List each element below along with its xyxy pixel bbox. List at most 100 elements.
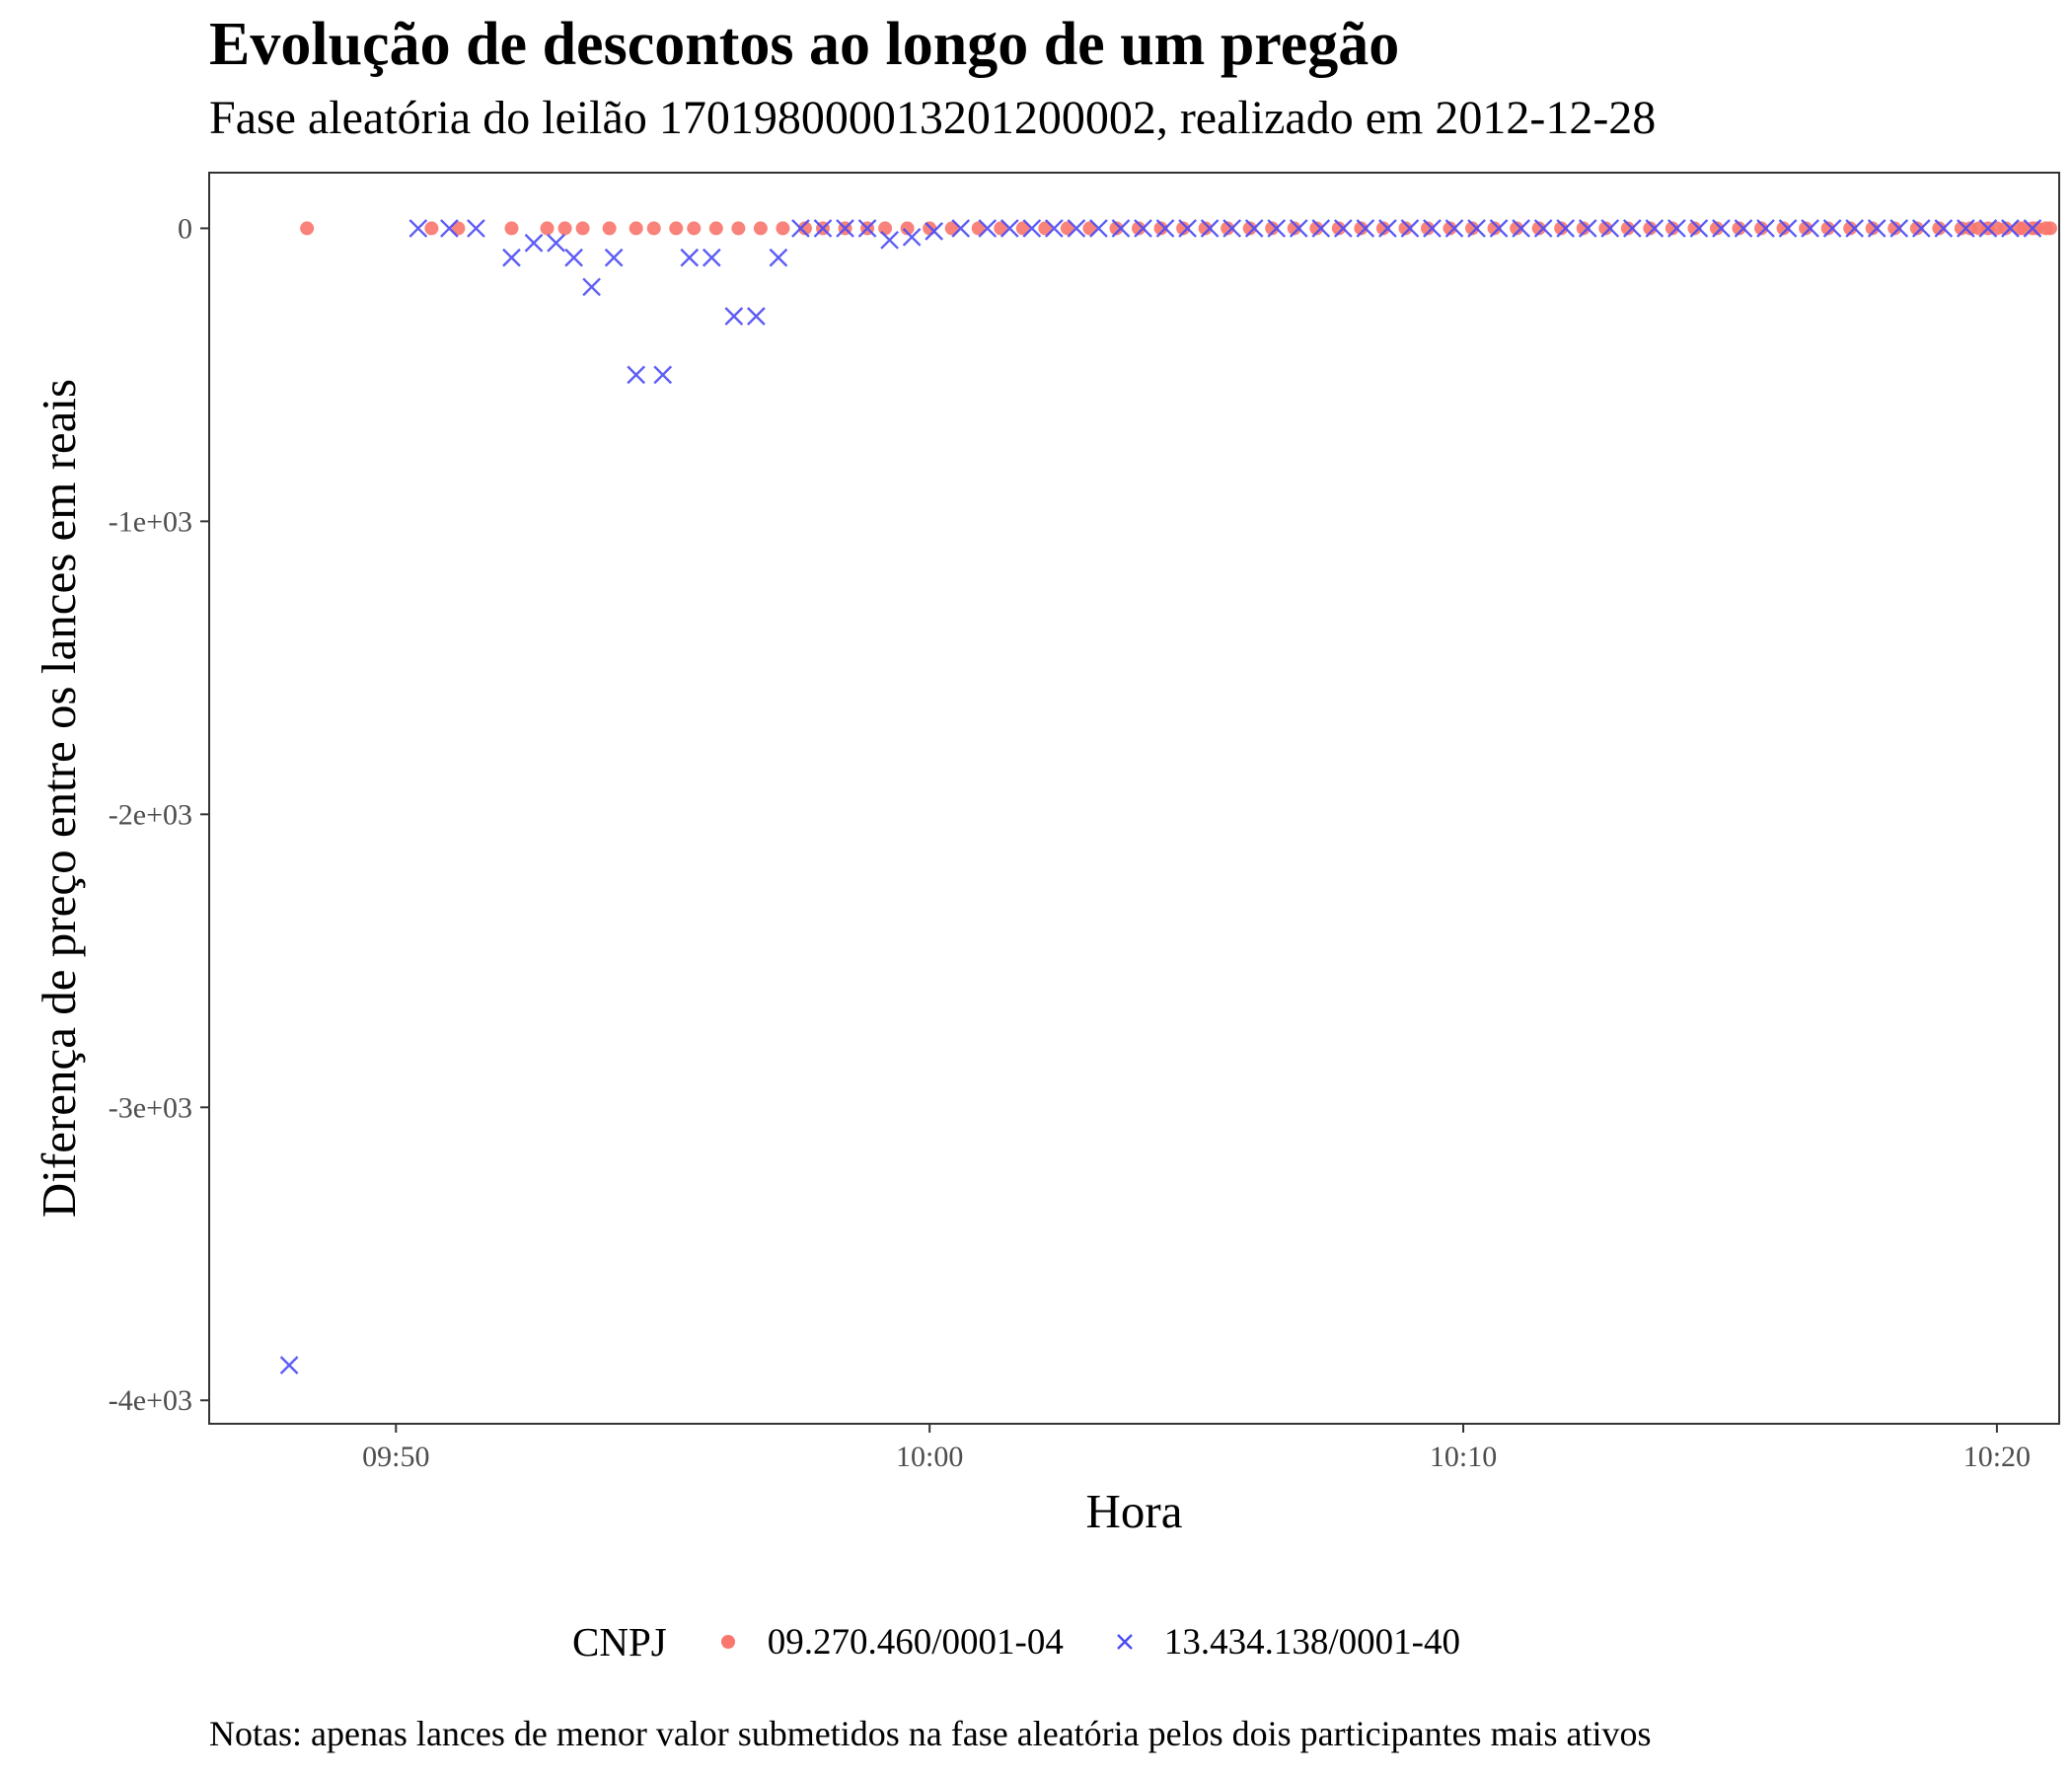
point-series-2	[813, 219, 833, 238]
point-series-2	[1845, 219, 1865, 238]
point-series-2	[769, 248, 788, 267]
point-series-1	[1465, 221, 1480, 236]
point-series-1	[1082, 221, 1097, 236]
point-series-1	[2042, 221, 2057, 236]
y-tick-label: -4e+03	[109, 1384, 192, 1417]
point-series-2	[1556, 219, 1576, 238]
point-series-2	[1067, 219, 1086, 238]
x-axis-title: Hora	[1086, 1484, 1183, 1538]
point-series-1	[1887, 221, 1902, 236]
circle-marker-icon	[720, 1635, 735, 1649]
point-series-2	[502, 248, 521, 267]
point-series-1	[1843, 221, 1858, 236]
y-tick-label: -2e+03	[109, 798, 192, 831]
point-series-2	[880, 230, 899, 250]
point-series-1	[1487, 221, 1502, 236]
point-series-2	[1489, 219, 1509, 238]
point-series-2	[1734, 219, 1753, 238]
point-series-2	[1622, 219, 1642, 238]
point-series-1	[1776, 221, 1791, 236]
point-series-1	[646, 221, 661, 236]
point-series-1	[300, 221, 315, 236]
point-series-2	[2023, 219, 2042, 238]
point-series-1	[1443, 221, 1457, 236]
point-series-1	[753, 221, 768, 236]
point-series-1	[1109, 221, 1124, 236]
y-tick-label: 0	[178, 212, 192, 245]
point-series-1	[1643, 221, 1658, 236]
point-series-2	[1267, 219, 1287, 238]
point-series-1	[451, 221, 466, 236]
point-series-1	[1510, 221, 1524, 236]
point-series-2	[653, 365, 673, 385]
point-series-1	[1576, 221, 1591, 236]
point-series-1	[1153, 221, 1168, 236]
point-series-1	[1799, 221, 1813, 236]
point-series-1	[2016, 221, 2031, 236]
point-series-2	[1689, 219, 1709, 238]
legend-item-series-1: 09.270.460/0001-04	[706, 1620, 1064, 1664]
point-series-2	[836, 219, 854, 238]
point-series-1	[731, 221, 746, 236]
point-series-2	[1533, 219, 1553, 238]
point-series-2	[1957, 219, 1975, 238]
y-tick-label: -1e+03	[109, 505, 192, 538]
point-series-1	[1820, 221, 1835, 236]
point-series-1	[1620, 221, 1635, 236]
point-series-2	[857, 219, 877, 238]
point-series-1	[1554, 221, 1569, 236]
point-series-2	[1178, 219, 1197, 238]
point-series-1	[1265, 221, 1280, 236]
point-series-1	[1598, 221, 1613, 236]
point-series-1	[602, 221, 617, 236]
point-series-2	[547, 233, 565, 253]
point-series-2	[1155, 219, 1175, 238]
point-series-1	[1420, 221, 1435, 236]
point-series-2	[1756, 219, 1775, 238]
axes: 0 -1e+03 -2e+03 -3e+03 -4e+03 09:50 10:00 10:10…	[109, 172, 2060, 1473]
point-series-2	[1867, 219, 1887, 238]
point-series-1	[1998, 221, 2013, 236]
point-series-2	[1200, 219, 1220, 238]
point-series-1	[1398, 221, 1413, 236]
point-series-1	[994, 221, 1008, 236]
point-series-1	[1309, 221, 1324, 236]
point-series-1	[708, 221, 723, 236]
plot-panel-border	[208, 172, 2060, 1425]
point-series-1	[1015, 221, 1030, 236]
point-series-2	[1423, 219, 1442, 238]
x-tick-label: 10:00	[896, 1441, 963, 1473]
legend: CNPJ 09.270.460/0001-04 13.434.138/0001-…	[0, 1618, 2072, 1665]
point-series-2	[951, 219, 971, 238]
point-series-2	[604, 248, 624, 267]
point-series-2	[1467, 219, 1486, 238]
point-series-1	[1687, 221, 1702, 236]
point-series-2	[1378, 219, 1397, 238]
scatter-chart: 0 -1e+03 -2e+03 -3e+03 -4e+03 09:50 10:00 10:10…	[32, 172, 2060, 1538]
point-series-1	[1732, 221, 1746, 236]
point-series-1	[1665, 221, 1679, 236]
point-series-2	[1444, 219, 1464, 238]
point-series-1	[1198, 221, 1213, 236]
point-series-1	[504, 221, 519, 236]
point-series-2	[1244, 219, 1264, 238]
point-series-2	[1667, 219, 1686, 238]
y-axis-title: Diferença de preço entre os lances em re…	[32, 379, 86, 1218]
point-series-1	[1176, 221, 1191, 236]
point-series-2	[1045, 219, 1064, 238]
point-series-1	[424, 221, 439, 236]
legend-title: CNPJ	[572, 1619, 667, 1665]
point-series-2	[925, 222, 944, 241]
point-series-1	[1331, 221, 1346, 236]
point-series-1	[1709, 221, 1724, 236]
point-series-2	[582, 277, 601, 297]
point-series-2	[791, 219, 810, 238]
point-series-2	[1289, 219, 1308, 238]
point-series-1	[629, 221, 643, 236]
point-series-2	[279, 1356, 299, 1374]
point-series-2	[978, 219, 998, 238]
point-series-1	[900, 221, 915, 236]
point-series-1	[1060, 221, 1074, 236]
point-series-2	[1134, 219, 1152, 238]
point-series-2	[1801, 219, 1819, 238]
